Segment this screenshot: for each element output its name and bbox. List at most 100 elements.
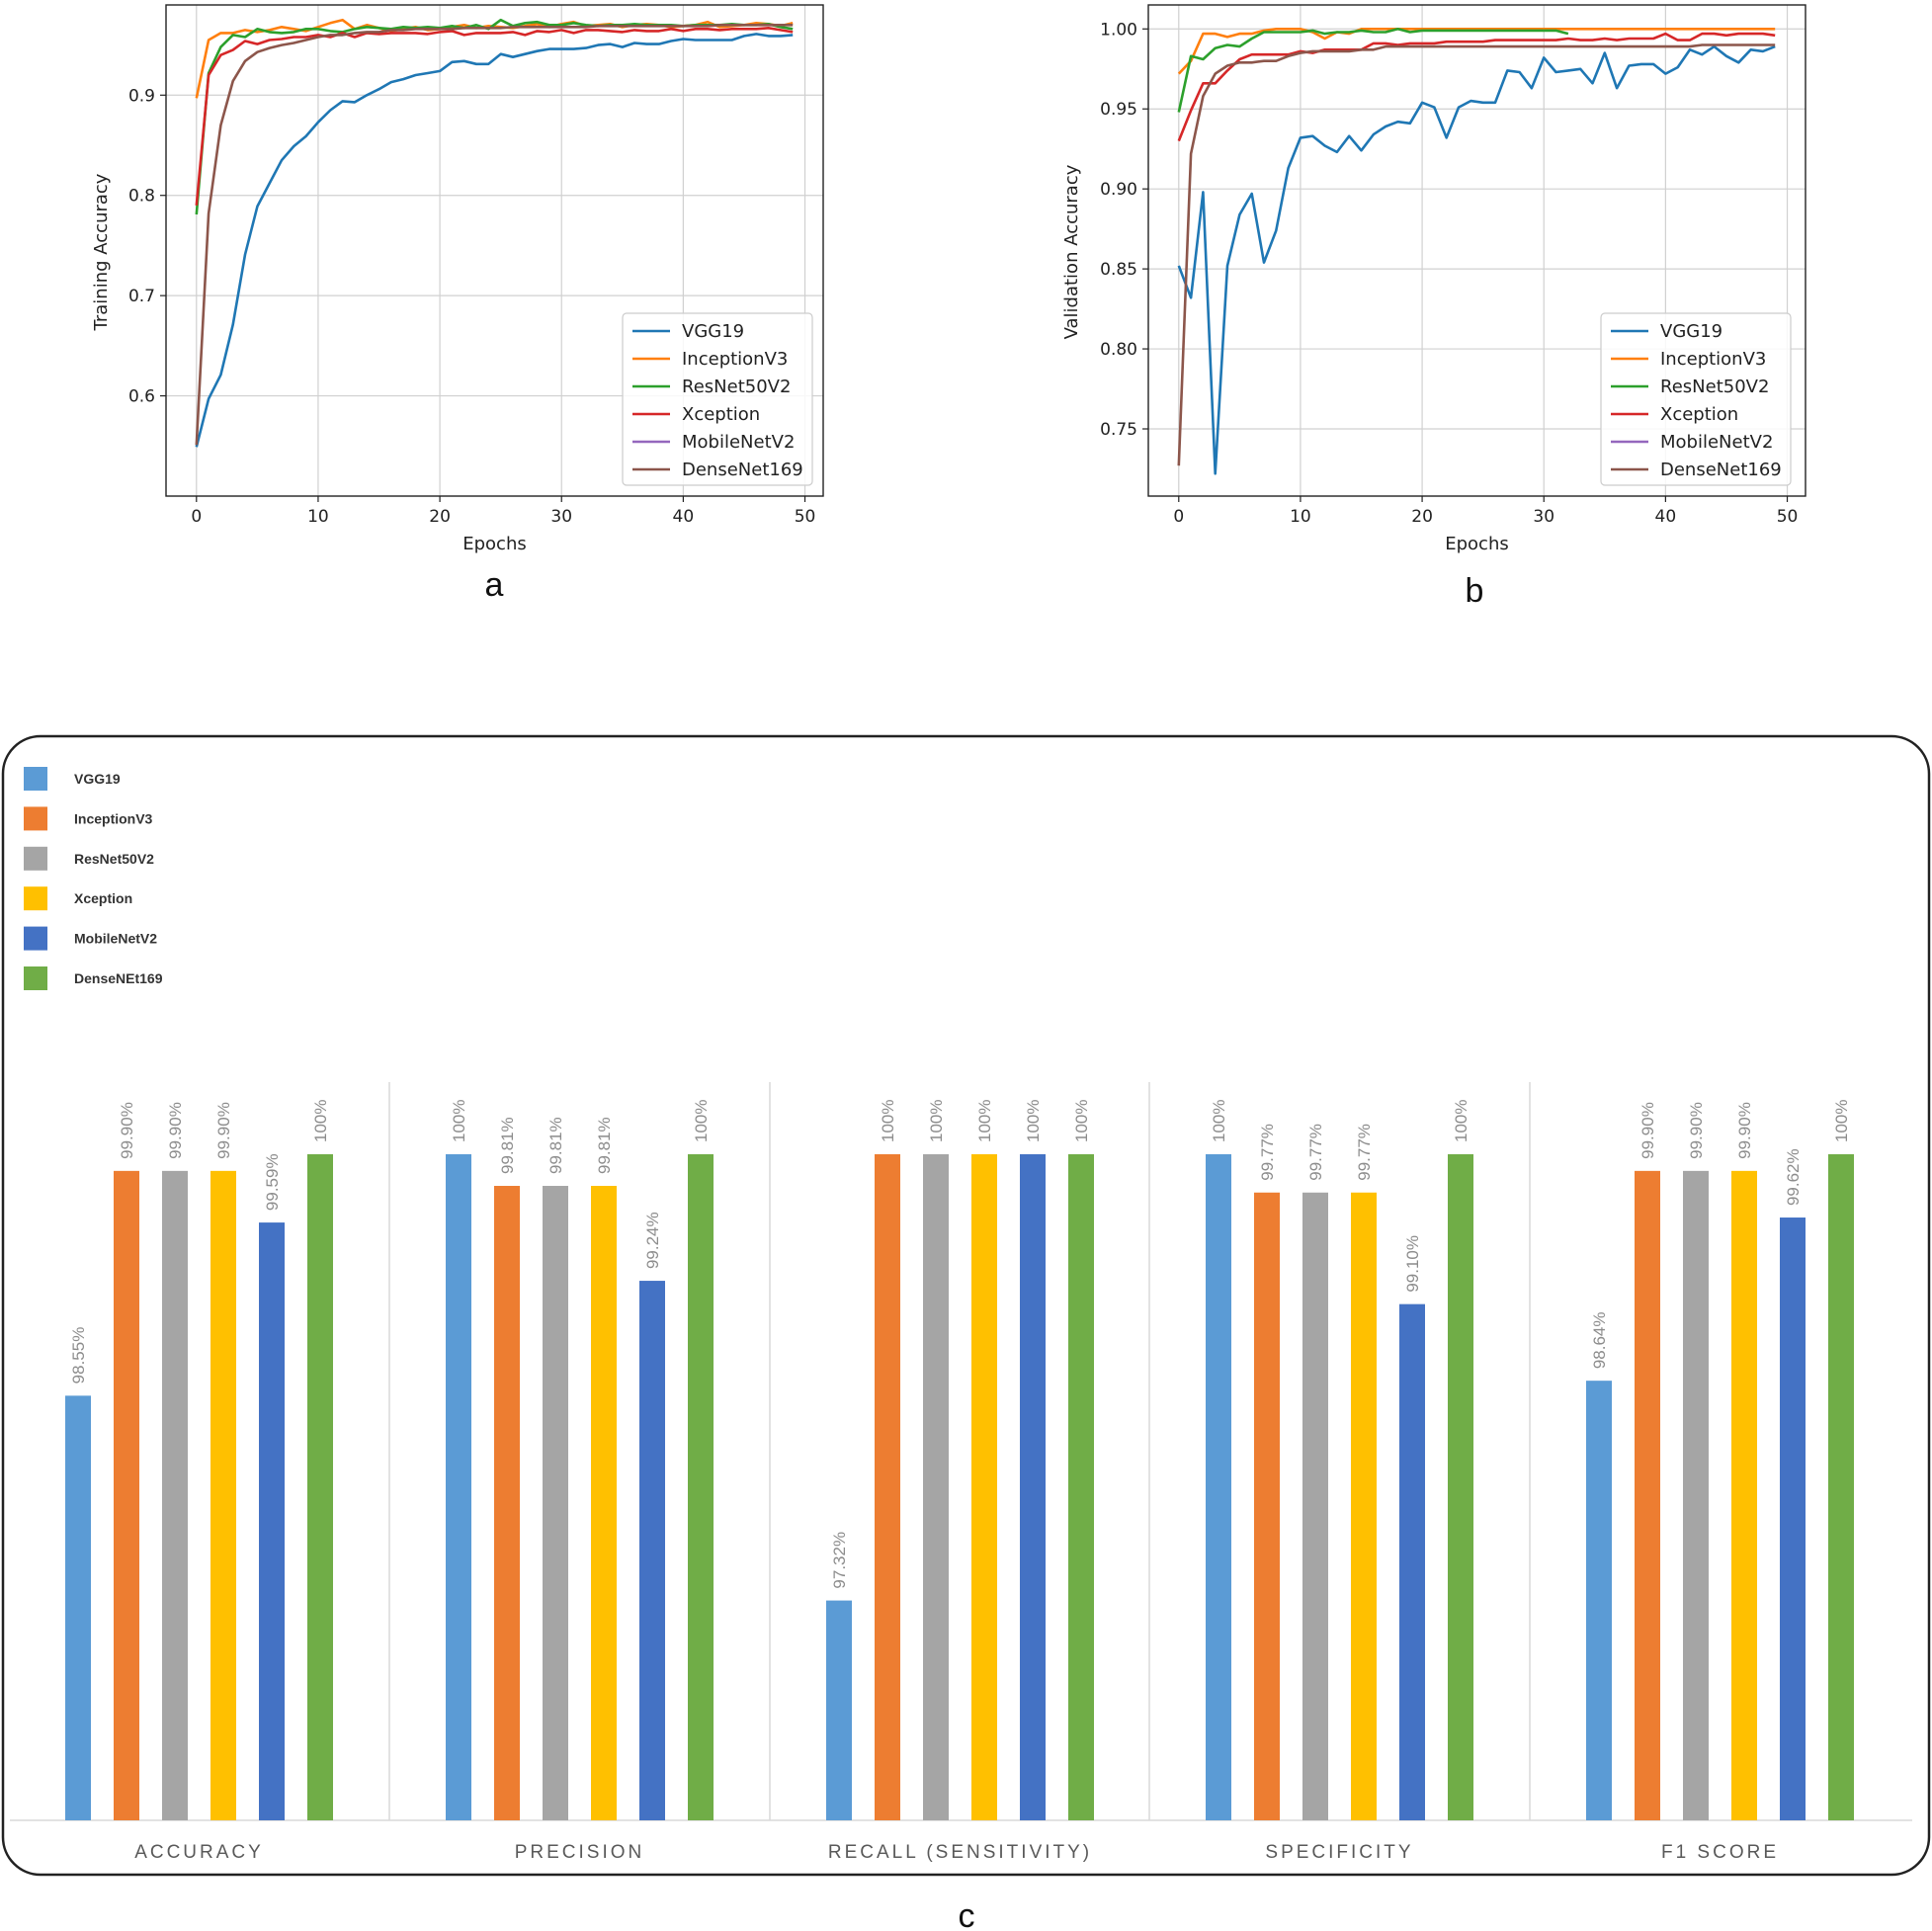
data-label: 97.32% <box>830 1532 849 1589</box>
bar <box>210 1170 236 1820</box>
data-label: 100% <box>879 1100 897 1142</box>
data-label: 100% <box>1072 1100 1091 1142</box>
bar <box>446 1154 471 1820</box>
category-label: PRECISION <box>515 1842 645 1863</box>
data-label: 99.81% <box>546 1117 565 1174</box>
legend-swatch <box>24 767 47 791</box>
legend-label: Xception <box>1660 404 1738 425</box>
y-tick-label: 1.00 <box>1100 20 1137 40</box>
x-tick-label: 0 <box>191 507 202 527</box>
data-label: 99.77% <box>1355 1124 1374 1181</box>
data-label: 100% <box>1832 1100 1851 1142</box>
category-label: RECALL (SENSITIVITY) <box>828 1842 1092 1863</box>
legend: VGG19 InceptionV3 ResNet50V2 Xception Mobile… <box>622 312 813 486</box>
data-label: 100% <box>311 1100 330 1142</box>
x-tick-label: 20 <box>1411 507 1433 527</box>
y-tick-label: 0.90 <box>1100 180 1137 200</box>
legend-label: Xception <box>74 890 132 906</box>
data-label: 99.90% <box>214 1102 233 1159</box>
bar <box>688 1154 714 1820</box>
series-line-inceptionv3 <box>1177 27 1776 75</box>
x-axis-label: Epochs <box>1445 534 1509 554</box>
bar <box>162 1170 188 1820</box>
data-label: 99.77% <box>1306 1124 1325 1181</box>
x-tick-label: 10 <box>307 507 329 527</box>
category-label: F1 SCORE <box>1661 1842 1779 1863</box>
series-line-xception <box>195 26 794 207</box>
plot-frame <box>1147 4 1806 497</box>
bar <box>1302 1192 1328 1820</box>
legend-swatch <box>24 846 47 871</box>
data-label: 100% <box>692 1100 711 1142</box>
bar <box>1351 1192 1377 1820</box>
x-tick-label: 50 <box>1777 507 1799 527</box>
legend-label: ResNet50V2 <box>682 377 791 397</box>
y-tick-label: 0.8 <box>128 187 155 207</box>
legend-label: MobileNetV2 <box>682 432 795 453</box>
legend-label: Xception <box>682 404 760 425</box>
bar <box>543 1186 568 1820</box>
x-tick-label: 40 <box>1655 507 1677 527</box>
bar <box>259 1222 285 1820</box>
bar <box>1206 1154 1231 1820</box>
x-tick-label: 40 <box>673 507 695 527</box>
line-chart-a: 0 10 20 30 40 50 0.6 0.7 0.8 0.9 Epochs Training Ac… <box>91 4 824 554</box>
data-label: 99.24% <box>643 1212 662 1269</box>
legend-swatch <box>24 806 47 831</box>
data-label: 100% <box>1024 1100 1043 1142</box>
panel-a-label: a <box>485 566 504 604</box>
bar <box>1586 1381 1612 1820</box>
legend-label: InceptionV3 <box>74 810 153 826</box>
bar <box>307 1154 333 1820</box>
legend: VGG19 InceptionV3 ResNet50V2 Xception Mobile… <box>1600 312 1792 486</box>
x-tick-label: 30 <box>550 507 572 527</box>
data-label: 99.90% <box>118 1102 136 1159</box>
bar <box>1254 1192 1280 1820</box>
data-label: 99.81% <box>595 1117 614 1174</box>
data-label: 100% <box>975 1100 994 1142</box>
legend-swatch <box>24 966 47 990</box>
x-tick-label: 30 <box>1533 507 1554 527</box>
bar <box>826 1600 852 1820</box>
bar <box>971 1154 997 1820</box>
x-axis-label: Epochs <box>462 534 527 554</box>
series-line-vgg19 <box>195 33 794 448</box>
legend-label: InceptionV3 <box>1660 349 1766 370</box>
bar <box>1068 1154 1094 1820</box>
legend-label: ResNet50V2 <box>74 851 154 867</box>
legend-label: VGG19 <box>74 771 121 787</box>
legend-label: InceptionV3 <box>682 349 788 370</box>
bar <box>923 1154 949 1820</box>
series-line-densenet169 <box>195 23 794 446</box>
legend-label: MobileNetV2 <box>1660 432 1773 453</box>
y-tick-label: 0.9 <box>128 86 155 106</box>
y-tick-label: 0.85 <box>1100 260 1137 280</box>
bar <box>591 1186 617 1820</box>
legend-label: DenseNet169 <box>1660 460 1782 480</box>
y-tick-label: 0.95 <box>1100 100 1137 120</box>
bar <box>1448 1154 1473 1820</box>
x-tick-label: 0 <box>1173 507 1184 527</box>
y-axis-label: Training Accuracy <box>91 173 112 331</box>
legend-label: VGG19 <box>682 321 744 342</box>
y-tick-label: 0.7 <box>128 287 155 306</box>
series-line-xception <box>1177 32 1776 142</box>
y-tick-label: 0.80 <box>1100 340 1137 360</box>
data-label: 100% <box>450 1100 468 1142</box>
legend-label: DenseNet169 <box>682 460 803 480</box>
legend-label: DenseNEt169 <box>74 970 163 986</box>
data-label: 99.10% <box>1403 1235 1422 1293</box>
category-label: SPECIFICITY <box>1265 1842 1413 1863</box>
bar <box>494 1186 520 1820</box>
bar <box>1780 1217 1806 1820</box>
bar <box>114 1170 139 1820</box>
data-label: 99.62% <box>1784 1148 1803 1206</box>
bar <box>1683 1170 1709 1820</box>
data-label: 100% <box>927 1100 946 1142</box>
data-label: 99.77% <box>1258 1124 1277 1181</box>
plot-frame <box>165 4 824 497</box>
y-tick-label: 0.75 <box>1100 420 1137 440</box>
bar <box>639 1281 665 1820</box>
data-label: 99.90% <box>1735 1102 1754 1159</box>
legend-swatch <box>24 886 47 911</box>
